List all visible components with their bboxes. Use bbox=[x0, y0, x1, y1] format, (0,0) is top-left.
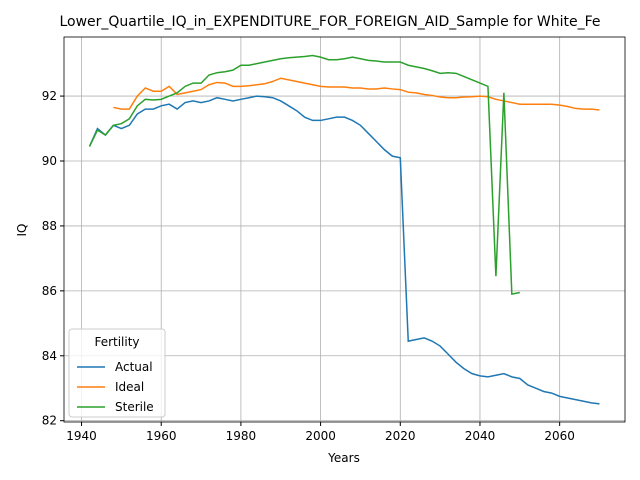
y-tick-label: 92 bbox=[42, 89, 57, 103]
legend-label: Sterile bbox=[115, 400, 154, 414]
y-tick-label: 84 bbox=[42, 349, 57, 363]
legend-label: Actual bbox=[115, 360, 153, 374]
x-tick-label: 2020 bbox=[385, 429, 416, 443]
y-tick-label: 86 bbox=[42, 284, 57, 298]
x-axis-label: Years bbox=[327, 451, 360, 465]
y-tick-label: 90 bbox=[42, 154, 57, 168]
chart-title: Lower_Quartile_IQ_in_EXPENDITURE_FOR_FOR… bbox=[59, 14, 600, 30]
x-tick-label: 1980 bbox=[226, 429, 257, 443]
x-tick-label: 2000 bbox=[305, 429, 336, 443]
legend-title: Fertility bbox=[94, 335, 139, 349]
y-tick-label: 82 bbox=[42, 414, 57, 428]
x-tick-label: 2040 bbox=[465, 429, 496, 443]
x-tick-label: 1940 bbox=[66, 429, 97, 443]
line-series bbox=[113, 77, 600, 111]
y-tick-label: 88 bbox=[42, 219, 57, 233]
y-axis-label: IQ bbox=[15, 224, 29, 237]
legend-label: Ideal bbox=[115, 380, 144, 394]
line-series bbox=[88, 54, 520, 296]
x-tick-label: 1960 bbox=[146, 429, 177, 443]
line-series bbox=[88, 95, 600, 405]
x-tick-label: 2060 bbox=[544, 429, 575, 443]
plot-frame bbox=[63, 36, 626, 423]
legend-box bbox=[68, 328, 166, 418]
